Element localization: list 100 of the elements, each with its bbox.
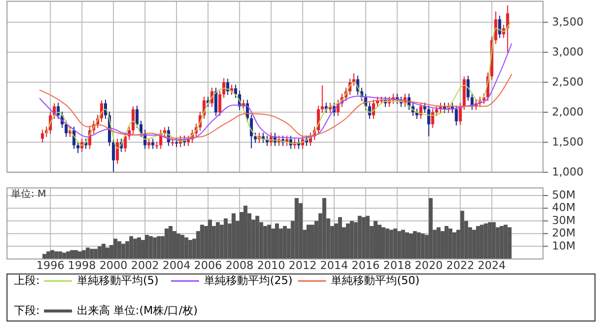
- bar: [346, 223, 350, 259]
- x-tick-label: 2012: [288, 259, 317, 272]
- bar: [188, 240, 192, 259]
- bar: [82, 250, 86, 259]
- candlestick: [116, 138, 119, 164]
- bar: [504, 224, 508, 259]
- y-tick-label: 3,500: [552, 15, 584, 28]
- bar: [436, 227, 441, 259]
- x-tick-label: 2000: [99, 259, 128, 272]
- bar: [480, 224, 484, 259]
- candlestick: [435, 105, 438, 116]
- bar: [484, 223, 488, 259]
- bar: [243, 206, 248, 259]
- bar: [137, 237, 142, 259]
- x-tick-label: 2004: [162, 259, 190, 272]
- bar: [148, 236, 153, 259]
- bar: [133, 238, 138, 259]
- candlestick: [140, 120, 143, 138]
- bar: [362, 217, 366, 259]
- annotation: 単位: M: [11, 188, 46, 200]
- bar: [58, 251, 62, 259]
- x-tick-label: 2014: [320, 259, 348, 272]
- bar: [488, 222, 492, 259]
- bar: [389, 230, 394, 259]
- bar: [350, 220, 354, 259]
- y-tick-label: 50M: [552, 188, 576, 202]
- candlestick: [151, 138, 154, 150]
- candlestick: [466, 75, 470, 102]
- y-tick-label: 2,500: [552, 75, 584, 88]
- candlestick: [214, 87, 218, 116]
- bar: [282, 226, 287, 259]
- bar: [66, 251, 70, 259]
- bar: [129, 236, 134, 259]
- candlestick: [498, 15, 502, 38]
- y-tick-label: 1,500: [552, 135, 584, 148]
- x-tick-label: 2022: [446, 259, 474, 272]
- candlestick: [132, 106, 135, 134]
- bar: [452, 232, 456, 259]
- y-tick-label: 40M: [552, 201, 576, 214]
- bar: [412, 231, 417, 259]
- y-tick-label: 10M: [552, 239, 576, 252]
- x-tick-label: 2008: [226, 259, 254, 272]
- y-tick-label: 2,000: [552, 105, 584, 118]
- legend-label: 単純移動平均(50): [331, 274, 420, 288]
- bar: [401, 230, 406, 259]
- candlestick: [76, 141, 80, 154]
- x-tick-label: 2018: [383, 259, 412, 272]
- y-tick-label: 1,000: [552, 165, 584, 178]
- candlestick: [254, 132, 257, 144]
- x-tick-label: 2016: [352, 259, 380, 272]
- bar: [94, 248, 98, 259]
- bar: [78, 251, 82, 259]
- candlestick: [320, 84, 324, 114]
- bar: [448, 228, 452, 259]
- bar: [62, 252, 66, 259]
- bar: [385, 228, 390, 259]
- y-tick-label: 3,000: [552, 45, 584, 58]
- bar: [374, 220, 378, 259]
- legend-title: 下段:: [14, 304, 40, 318]
- bar: [358, 216, 362, 259]
- candlestick: [427, 105, 430, 137]
- y-tick-label: 20M: [552, 226, 576, 240]
- candlestick: [454, 105, 458, 126]
- bar: [366, 216, 370, 259]
- bar: [113, 238, 118, 259]
- candlestick: [218, 90, 222, 116]
- bar: [216, 222, 220, 259]
- bar: [267, 224, 272, 259]
- bar: [152, 237, 157, 259]
- bar: [416, 232, 421, 259]
- candlestick: [431, 108, 434, 128]
- bar: [180, 234, 184, 259]
- bar: [232, 213, 236, 259]
- bar: [168, 226, 173, 259]
- candlestick: [234, 84, 238, 98]
- x-tick-label: 1998: [68, 259, 96, 272]
- bar: [184, 237, 188, 259]
- bar: [405, 232, 410, 259]
- bar: [90, 248, 94, 259]
- line-series: [39, 74, 512, 139]
- candlestick: [136, 105, 139, 128]
- x-tick-label: 2010: [257, 259, 286, 272]
- bar: [310, 224, 314, 259]
- bar: [117, 241, 122, 259]
- candlestick: [40, 129, 44, 143]
- bar: [121, 244, 126, 259]
- x-tick-label: 2020: [414, 259, 443, 272]
- bar: [500, 226, 504, 259]
- x-tick-label: 1996: [36, 259, 64, 272]
- candlestick: [112, 138, 115, 173]
- bar: [472, 230, 476, 259]
- y-tick-label: 30M: [552, 214, 576, 227]
- legend-label: 出来高 単位:(M株/口/枚): [77, 304, 198, 318]
- bar: [397, 231, 402, 259]
- legend-label: 単純移動平均(5): [77, 274, 159, 288]
- bar: [46, 251, 50, 259]
- legend-title: 上段:: [14, 274, 40, 288]
- candlestick: [506, 5, 510, 53]
- x-tick-label: 2002: [130, 259, 159, 272]
- bar: [164, 228, 169, 259]
